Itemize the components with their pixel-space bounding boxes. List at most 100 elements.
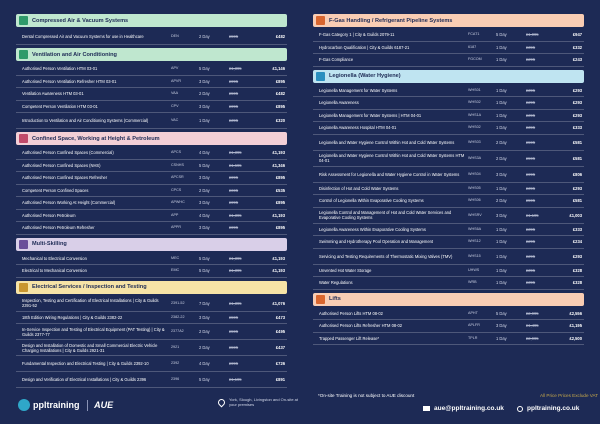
course-old-price: £1,395 xyxy=(229,150,242,156)
course-name: Ventilation Awareness HTM 03-01 xyxy=(22,91,84,97)
course-old-price: £1,195 xyxy=(229,377,242,382)
course-price: £535 xyxy=(275,187,285,193)
bolt-icon xyxy=(19,282,28,292)
course-code: DEN xyxy=(171,34,179,38)
course-row: Legionella Control and Management of Hot… xyxy=(313,208,584,224)
course-row: In-Service Inspection and Testing of Ele… xyxy=(16,324,287,340)
course-old-price: £595 xyxy=(229,91,239,97)
course-list: Authorised Person Confined Spaces (Comme… xyxy=(16,147,287,235)
course-list: Authorised Person Ventilation HTM 03-01 A… xyxy=(16,63,287,129)
course-price: £293 xyxy=(572,253,582,259)
course-price: £332 xyxy=(572,44,582,50)
course-list: Mechanical to Electrical Conversion MEC 5 … xyxy=(16,253,287,278)
course-row: Disinfection of Hot and Cold Water Syste… xyxy=(313,183,584,195)
course-row: Authorised Person Lifts Refresher HTM 08… xyxy=(313,320,584,333)
course-price: £1,193 xyxy=(272,255,285,261)
course-duration: 3 Day xyxy=(496,171,507,177)
course-name: Legionella Awareness Within Evaporative … xyxy=(319,226,426,232)
course-name: Inspection, Testing and Certification of… xyxy=(22,298,159,308)
course-price: £293 xyxy=(572,112,582,118)
course-row: F-Gas Compliance FGCOM 1 Day £295 £243 xyxy=(313,54,584,67)
course-code: WHS05 xyxy=(468,185,481,190)
course-price: £482 xyxy=(275,34,285,39)
web-icon xyxy=(517,405,523,412)
course-code: UHWS xyxy=(468,267,480,272)
section-title: F-Gas Handling / Refrigerant Pipeline Sy… xyxy=(329,17,453,24)
left-column: Compressed Air & Vacuum Systems Dental Co… xyxy=(16,14,287,391)
course-code: WHS06 xyxy=(468,198,481,203)
course-old-price: £395 xyxy=(526,226,536,232)
course-row: Design and Verification of Electrical In… xyxy=(16,372,287,388)
course-row: Legionella Awareness Within Evaporative … xyxy=(313,224,584,236)
course-name: Authorised Person Lifts HTM 08-02 xyxy=(319,310,383,316)
course-name: Hydrocarbon Qualification | City & Guild… xyxy=(319,44,410,50)
course-row: Water Regulations WRB 1 Day £395 £328 xyxy=(313,277,584,290)
course-code: FCAT1 xyxy=(468,32,480,37)
course-duration: 5 Day xyxy=(199,268,210,274)
course-old-price: £1,395 xyxy=(229,66,242,72)
course-duration: 4 Day xyxy=(199,361,210,366)
course-code: WHS15 xyxy=(468,253,481,258)
course-old-price: £395 xyxy=(526,112,536,118)
course-name: Authorised Person Working At Height (Com… xyxy=(22,200,116,206)
course-price: £243 xyxy=(572,57,582,63)
course-code: CPCS xyxy=(171,187,182,192)
course-price: £333 xyxy=(572,226,582,232)
course-old-price: £695 xyxy=(229,187,239,193)
course-row: Electrical to Mechanical Conversion EMC 5 … xyxy=(16,265,287,278)
locations-text: York, Slough, Livingston and On-site at … xyxy=(229,397,299,407)
brand-divider xyxy=(86,399,88,411)
section-title: Compressed Air & Vacuum Systems xyxy=(32,17,129,24)
course-row: Introduction to Ventilation and Air Cond… xyxy=(16,113,287,129)
section-title: Confined Space, Working at Height & Petr… xyxy=(32,135,160,142)
course-duration: 5 Day xyxy=(199,66,210,72)
course-name: Swimming and Hydrotherapy Pool Operation… xyxy=(319,239,434,245)
course-row: Legionella and Water Hygiene Control Wit… xyxy=(313,135,584,151)
course-duration: 3 Day xyxy=(199,103,210,109)
course-code: 2382-22 xyxy=(171,314,185,319)
course-code: MEC xyxy=(171,255,180,260)
course-old-price: £1,095 xyxy=(526,32,539,38)
course-old-price: £595 xyxy=(526,155,536,161)
course-old-price: £395 xyxy=(526,185,536,191)
course-duration: 1 Day xyxy=(496,125,507,131)
course-old-price: £395 xyxy=(526,44,536,50)
course-code: APCS xyxy=(171,150,182,155)
course-name: Mechanical to Electrical Conversion xyxy=(22,255,87,261)
course-row: Legionella Awareness WHS02 1 Day £295 £293 xyxy=(313,97,584,110)
fan-icon xyxy=(19,50,28,59)
course-list: Authorised Person Lifts HTM 08-02 APHT 5 D… xyxy=(313,308,584,345)
course-old-price: £1,395 xyxy=(229,300,242,306)
course-duration: 2 Day xyxy=(199,187,210,193)
course-price: £328 xyxy=(572,280,582,286)
section-header: F-Gas Handling / Refrigerant Pipeline Sy… xyxy=(313,14,584,27)
course-duration: 2 Day xyxy=(496,139,507,145)
course-row: Authorised Person Petroleum Refresher APP… xyxy=(16,222,287,235)
course-row: Fundamental Inspection and Electrical Te… xyxy=(16,356,287,372)
course-duration: 3 Day xyxy=(199,78,210,84)
course-code: 6187 xyxy=(468,44,477,49)
course-row: Hydrocarbon Qualification | City & Guild… xyxy=(313,42,584,54)
course-old-price: £1,495 xyxy=(526,323,539,329)
contact-email[interactable]: aue@ppltraining.co.uk xyxy=(423,405,504,412)
course-code: APLFR xyxy=(468,323,480,328)
course-duration: 7 Day xyxy=(199,300,210,306)
course-name: Authorised Person Confined Spaces Refres… xyxy=(22,175,108,181)
course-price: £895 xyxy=(275,175,285,181)
course-price: £1,193 xyxy=(272,150,285,156)
footer-brand: ppltraining AUE xyxy=(18,399,113,411)
course-name: Fundamental Inspection and Electrical Te… xyxy=(22,361,149,366)
course-duration: 2 Day xyxy=(199,91,210,97)
course-row: Unvented Hot Water Storage UHWS 1 Day £395 £… xyxy=(313,265,584,277)
course-list: Dental Compressed Air and Vacuum Systems… xyxy=(16,29,287,45)
course-name: Design and Installation of Domestic and … xyxy=(22,342,158,353)
course-old-price: £395 xyxy=(526,267,536,273)
course-name: Design and Verification of Electrical In… xyxy=(22,377,147,382)
contact-web[interactable]: ppltraining.co.uk xyxy=(517,405,579,412)
course-old-price: £1,395 xyxy=(229,255,242,261)
course-old-price: £395 xyxy=(526,280,536,286)
course-duration: 5 Day xyxy=(199,255,210,261)
course-duration: 1 Day xyxy=(199,118,210,123)
section-title: Legionella (Water Hygiene) xyxy=(329,73,401,79)
course-name: In-Service Inspection and Testing of Ele… xyxy=(22,326,165,337)
